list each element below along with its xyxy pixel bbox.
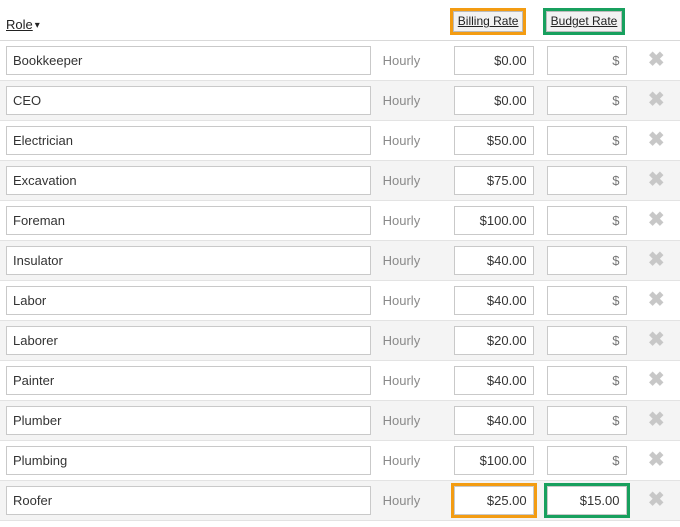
delete-row-button[interactable]: ✖ — [648, 330, 665, 350]
role-input[interactable] — [6, 406, 371, 435]
budget-rate-input[interactable] — [547, 166, 627, 195]
role-input[interactable] — [6, 206, 371, 235]
billing-rate-input[interactable] — [454, 86, 534, 115]
table-row: Hourly ✖ — [0, 240, 680, 280]
role-header-label: Role — [6, 17, 33, 32]
billing-rate-input[interactable] — [454, 326, 534, 355]
budget-rate-input[interactable] — [547, 46, 627, 75]
unit-label: Hourly — [377, 240, 447, 280]
column-header-role[interactable]: Role▾ — [0, 0, 377, 40]
column-header-delete — [633, 0, 680, 40]
rates-table: Role▾ Billing Rate Budget Rate Hourly✖Ho… — [0, 0, 680, 521]
role-input[interactable] — [6, 286, 371, 315]
budget-rate-input[interactable] — [547, 86, 627, 115]
table-row: Hourly ✖ — [0, 80, 680, 120]
table-row: Hourly ✖ — [0, 320, 680, 360]
delete-row-button[interactable]: ✖ — [648, 170, 665, 190]
delete-row-button[interactable]: ✖ — [648, 90, 665, 110]
billing-rate-input[interactable] — [454, 206, 534, 235]
delete-row-button[interactable]: ✖ — [648, 290, 665, 310]
table-row: Hourly ✖ — [0, 160, 680, 200]
role-input[interactable] — [6, 446, 371, 475]
billing-rate-input[interactable] — [454, 446, 534, 475]
column-header-unit — [377, 0, 447, 40]
billing-rate-header-label: Billing Rate — [453, 11, 524, 31]
budget-rate-input[interactable] — [547, 286, 627, 315]
delete-row-button[interactable]: ✖ — [648, 130, 665, 150]
delete-row-button[interactable]: ✖ — [648, 250, 665, 270]
unit-label: Hourly — [377, 160, 447, 200]
billing-rate-input[interactable] — [454, 166, 534, 195]
table-row: Hourly ✖ — [0, 440, 680, 480]
billing-rate-input[interactable] — [454, 126, 534, 155]
unit-label: Hourly — [377, 120, 447, 160]
billing-rate-input[interactable] — [454, 46, 534, 75]
delete-row-button[interactable]: ✖ — [648, 370, 665, 390]
table-row: Hourly ✖ — [0, 360, 680, 400]
table-row: Hourly ✖ — [0, 280, 680, 320]
role-input[interactable] — [6, 486, 371, 515]
billing-rate-input[interactable] — [454, 406, 534, 435]
table-row: Hourly ✖ — [0, 40, 680, 80]
unit-label: Hourly — [377, 400, 447, 440]
budget-rate-input[interactable] — [547, 366, 627, 395]
role-input[interactable] — [6, 366, 371, 395]
role-input[interactable] — [6, 86, 371, 115]
unit-label: Hourly — [377, 360, 447, 400]
budget-rate-input[interactable] — [547, 326, 627, 355]
table-row: Hourly ✖ — [0, 200, 680, 240]
unit-label: Hourly — [377, 320, 447, 360]
role-input[interactable] — [6, 166, 371, 195]
unit-label: Hourly — [377, 40, 447, 80]
delete-row-button[interactable]: ✖ — [648, 410, 665, 430]
table-row: Hourly ✖ — [0, 400, 680, 440]
role-input[interactable] — [6, 46, 371, 75]
role-input[interactable] — [6, 326, 371, 355]
sort-caret-icon: ▾ — [35, 20, 40, 31]
budget-rate-input[interactable] — [547, 206, 627, 235]
column-header-budget-rate[interactable]: Budget Rate — [540, 0, 633, 40]
budget-rate-input[interactable] — [547, 406, 627, 435]
table-row: Hourly ✖ — [0, 120, 680, 160]
unit-label: Hourly — [377, 440, 447, 480]
budget-rate-input[interactable] — [547, 446, 627, 475]
table-row: Hourly ✖ — [0, 480, 680, 520]
billing-rate-input[interactable] — [454, 286, 534, 315]
delete-row-button[interactable]: ✖ — [648, 450, 665, 470]
billing-rate-input[interactable] — [454, 486, 534, 515]
budget-rate-input[interactable] — [547, 486, 627, 515]
role-input[interactable] — [6, 246, 371, 275]
delete-row-button[interactable]: ✖ — [648, 210, 665, 230]
budget-rate-header-label: Budget Rate — [546, 11, 623, 31]
delete-row-button[interactable]: ✖ — [648, 490, 665, 510]
billing-rate-input[interactable] — [454, 366, 534, 395]
budget-rate-input[interactable] — [547, 126, 627, 155]
budget-rate-input[interactable] — [547, 246, 627, 275]
unit-label: Hourly — [377, 80, 447, 120]
unit-label: Hourly — [377, 480, 447, 520]
unit-label: Hourly — [377, 200, 447, 240]
role-input[interactable] — [6, 126, 371, 155]
unit-label: Hourly — [377, 280, 447, 320]
delete-row-button[interactable]: ✖ — [648, 50, 665, 70]
billing-rate-input[interactable] — [454, 246, 534, 275]
column-header-billing-rate[interactable]: Billing Rate — [447, 0, 540, 40]
